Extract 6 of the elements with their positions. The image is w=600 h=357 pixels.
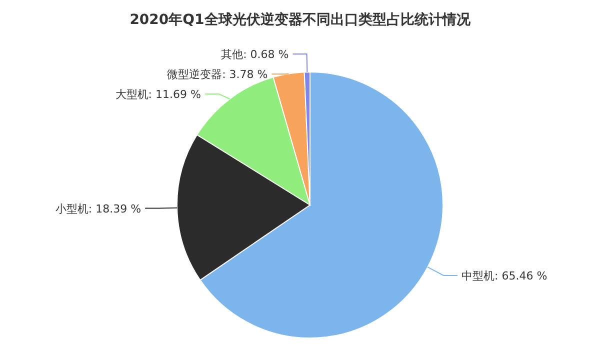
slice-label: 其他: 0.68 %: [221, 48, 289, 62]
slice-label: 大型机: 11.69 %: [115, 88, 201, 102]
chart-title: 2020年Q1全球光伏逆变器不同出口类型占比统计情况: [130, 11, 472, 28]
slice-label: 中型机: 65.46 %: [462, 269, 548, 282]
slice-label: 小型机: 18.39 %: [55, 202, 142, 216]
slice-label: 微型逆变器: 3.78 %: [167, 68, 268, 82]
